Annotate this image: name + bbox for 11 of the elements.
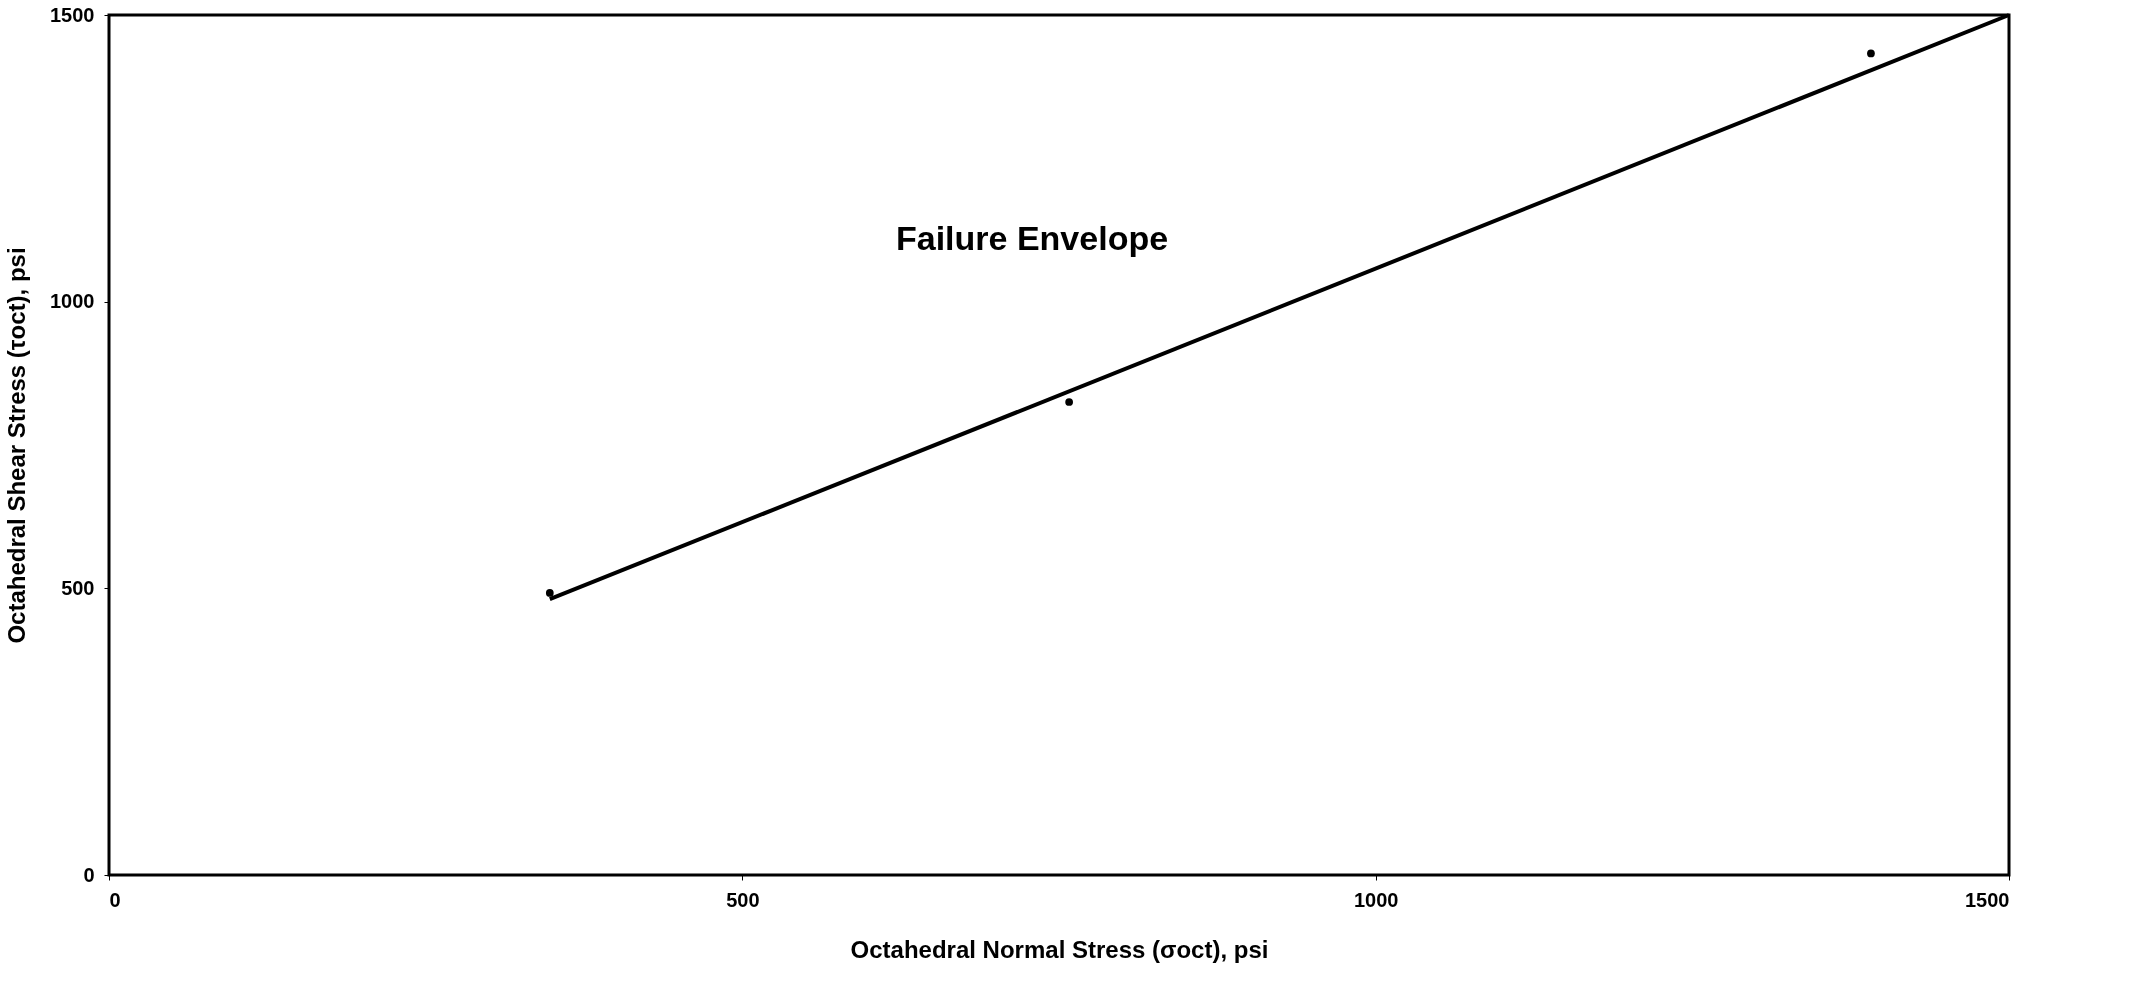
y-axis-title: Octahedral Shear Stress (τoct), psi (3, 247, 31, 644)
x-tick-label: 1000 (1353, 888, 1399, 911)
y-tick-label: 1500 (50, 3, 95, 26)
y-tick-label: 1000 (50, 290, 95, 313)
annotation: Failure Envelope (896, 219, 1169, 257)
x-tick-label: 500 (726, 888, 760, 911)
y-tick-label: 0 (83, 863, 95, 886)
x-tick-label: 0 (109, 888, 121, 911)
x-tick-label: 1500 (1965, 888, 2010, 911)
x-axis-title: Octahedral Normal Stress (σoct), psi (850, 935, 1269, 963)
y-tick-label: 500 (61, 576, 95, 599)
